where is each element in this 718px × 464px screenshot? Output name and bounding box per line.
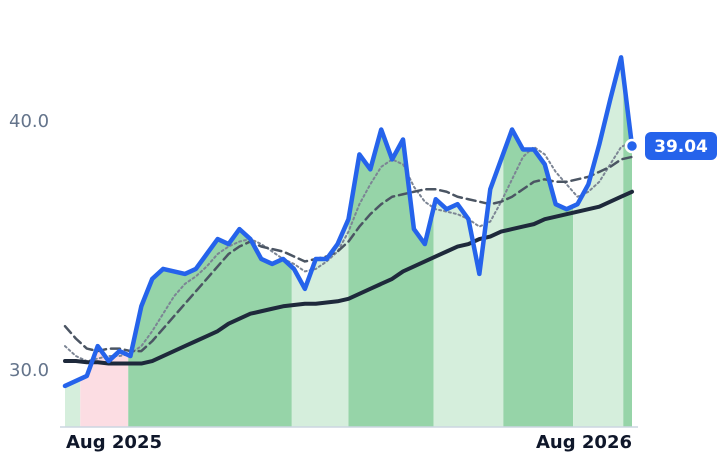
x-tick-label: Aug 2026 bbox=[536, 432, 632, 453]
value-label: 39.04 bbox=[654, 137, 708, 157]
band bbox=[128, 57, 292, 427]
band bbox=[623, 57, 632, 427]
series-line bbox=[62, 55, 635, 389]
y-tick-label: 30.0 bbox=[9, 360, 49, 381]
band bbox=[80, 57, 129, 427]
band bbox=[291, 57, 349, 427]
band bbox=[65, 57, 81, 427]
x-tick-label: Aug 2025 bbox=[66, 432, 162, 453]
y-tick-label: 40.0 bbox=[9, 111, 49, 132]
series-line bbox=[64, 140, 633, 363]
series-line bbox=[63, 155, 634, 353]
series-line bbox=[63, 189, 634, 366]
value-badge bbox=[645, 131, 717, 160]
last-point bbox=[624, 138, 640, 154]
